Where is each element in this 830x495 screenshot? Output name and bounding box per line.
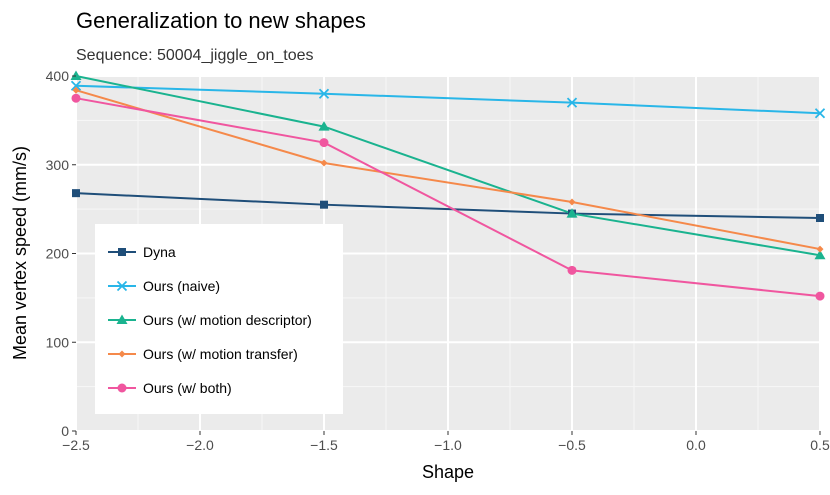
y-tick-label: 100 bbox=[46, 334, 70, 350]
data-point bbox=[814, 108, 826, 119]
legend-label: Dyna bbox=[143, 244, 176, 260]
chart-subtitle: Sequence: 50004_jiggle_on_toes bbox=[76, 47, 314, 64]
x-tick-label: −1.0 bbox=[434, 437, 462, 453]
data-point bbox=[815, 291, 825, 301]
legend-label: Ours (w/ motion descriptor) bbox=[143, 312, 312, 328]
legend-box bbox=[95, 224, 343, 414]
data-point bbox=[320, 200, 328, 209]
x-axis: −2.5 −2.0 −1.5 −1.0 −0.5 0.0 0.5 bbox=[62, 431, 830, 453]
data-point bbox=[72, 86, 80, 94]
y-tick-label: 200 bbox=[46, 246, 70, 262]
data-point bbox=[318, 121, 330, 131]
x-tick-label: −1.5 bbox=[310, 437, 338, 453]
data-point bbox=[318, 88, 330, 99]
data-point bbox=[319, 138, 329, 148]
y-axis-title: Mean vertex speed (mm/s) bbox=[10, 146, 30, 360]
x-tick-label: 0.0 bbox=[686, 437, 706, 453]
data-point bbox=[816, 214, 824, 222]
series-line bbox=[75, 75, 821, 257]
data-point bbox=[816, 245, 824, 253]
legend: Dyna Ours (naive) Ours (w/ motion descript… bbox=[95, 224, 343, 414]
y-tick-label: 400 bbox=[46, 68, 70, 84]
series-line bbox=[75, 89, 821, 251]
data-point bbox=[70, 70, 82, 80]
y-tick-label: 300 bbox=[46, 157, 70, 173]
data-point bbox=[568, 198, 576, 206]
legend-key-marker bbox=[117, 383, 127, 393]
x-tick-label: −2.0 bbox=[186, 437, 214, 453]
data-point bbox=[70, 80, 82, 91]
legend-key-marker bbox=[118, 350, 126, 358]
data-point bbox=[71, 93, 81, 103]
legend-label: Ours (naive) bbox=[143, 278, 220, 294]
data-point bbox=[814, 249, 826, 260]
data-point bbox=[72, 189, 80, 198]
data-point bbox=[566, 208, 578, 218]
series-line bbox=[75, 84, 821, 115]
legend-key-marker bbox=[118, 248, 126, 256]
chart-title: Generalization to new shapes bbox=[76, 8, 366, 33]
legend-label: Ours (w/ both) bbox=[143, 380, 232, 396]
x-tick-label: −0.5 bbox=[558, 437, 586, 453]
data-point bbox=[320, 159, 328, 167]
x-axis-title: Shape bbox=[422, 462, 474, 482]
y-tick-label: 0 bbox=[61, 423, 69, 439]
x-tick-label: 0.5 bbox=[810, 437, 830, 453]
series-line bbox=[75, 97, 821, 298]
series-line bbox=[75, 192, 821, 219]
data-point bbox=[566, 97, 578, 108]
series-lines bbox=[75, 75, 821, 298]
data-point bbox=[567, 265, 577, 275]
legend-label: Ours (w/ motion transfer) bbox=[143, 346, 298, 362]
series-markers bbox=[70, 70, 826, 301]
legend-key-marker bbox=[116, 314, 128, 324]
legend-key-marker bbox=[116, 280, 128, 292]
x-tick-label: −2.5 bbox=[62, 437, 90, 453]
y-axis: 0 100 200 300 400 bbox=[46, 68, 76, 439]
